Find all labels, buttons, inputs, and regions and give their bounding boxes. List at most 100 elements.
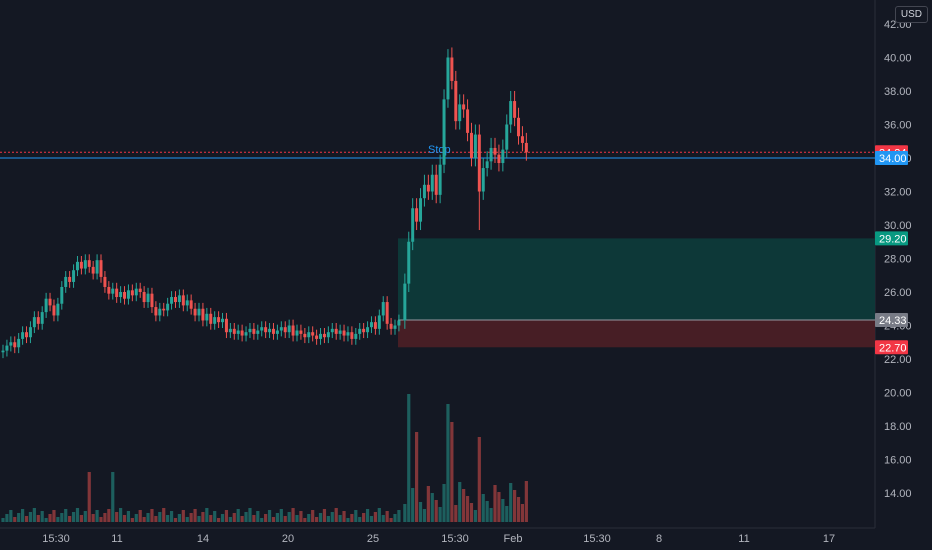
candle[interactable] [454, 80, 458, 122]
candle[interactable] [411, 208, 415, 242]
candle[interactable] [5, 345, 9, 351]
candle[interactable] [25, 332, 29, 338]
candle[interactable] [36, 317, 40, 324]
candle[interactable] [419, 198, 423, 222]
candle[interactable] [87, 260, 91, 267]
candle[interactable] [517, 117, 521, 137]
candle[interactable] [373, 322, 377, 329]
candle[interactable] [91, 266, 95, 274]
candle[interactable] [21, 332, 25, 339]
candle[interactable] [154, 307, 158, 316]
candle[interactable] [520, 136, 524, 143]
candle[interactable] [193, 308, 197, 316]
candle[interactable] [466, 109, 470, 133]
candle[interactable] [158, 308, 162, 316]
candle[interactable] [119, 292, 123, 298]
candle[interactable] [315, 335, 319, 339]
candle[interactable] [377, 315, 381, 329]
candle[interactable] [505, 124, 509, 150]
candle[interactable] [346, 332, 350, 336]
candle[interactable] [493, 147, 497, 155]
candle[interactable] [295, 330, 299, 336]
candle[interactable] [79, 261, 83, 269]
candle[interactable] [279, 327, 283, 331]
candle[interactable] [509, 101, 513, 125]
candle[interactable] [330, 328, 334, 333]
candle[interactable] [142, 292, 146, 303]
candle[interactable] [130, 290, 134, 296]
candle[interactable] [303, 333, 307, 338]
candle[interactable] [134, 288, 138, 296]
candle[interactable] [173, 297, 177, 303]
candle[interactable] [13, 342, 17, 348]
candle[interactable] [473, 134, 477, 158]
candle[interactable] [362, 328, 366, 333]
candle[interactable] [397, 320, 401, 326]
candle[interactable] [99, 260, 103, 277]
candle[interactable] [244, 332, 248, 336]
candle[interactable] [72, 270, 76, 282]
candle[interactable] [1, 350, 5, 353]
candle[interactable] [322, 333, 326, 338]
candle[interactable] [350, 332, 354, 339]
candle[interactable] [177, 295, 181, 303]
candle[interactable] [264, 327, 268, 333]
candle[interactable] [260, 327, 264, 331]
candle[interactable] [44, 298, 48, 313]
candle[interactable] [291, 325, 295, 336]
candle[interactable] [111, 288, 115, 294]
candle[interactable] [393, 325, 397, 329]
candle[interactable] [319, 333, 323, 339]
profit-zone[interactable] [398, 238, 875, 320]
candle[interactable] [28, 327, 32, 338]
candle[interactable] [181, 295, 185, 306]
candle[interactable] [422, 184, 426, 199]
candle[interactable] [275, 330, 279, 334]
candle[interactable] [95, 260, 99, 274]
candle[interactable] [524, 142, 528, 153]
candle[interactable] [107, 286, 111, 294]
candle[interactable] [162, 308, 166, 311]
candle[interactable] [205, 313, 209, 321]
candle[interactable] [442, 99, 446, 165]
candle[interactable] [75, 261, 79, 271]
candle[interactable] [236, 330, 240, 334]
candle[interactable] [170, 297, 174, 304]
candle[interactable] [369, 322, 373, 328]
candle[interactable] [501, 149, 505, 164]
candle[interactable] [334, 328, 338, 334]
candle[interactable] [469, 132, 473, 158]
candle[interactable] [83, 260, 87, 269]
candle[interactable] [358, 328, 362, 334]
candle[interactable] [52, 305, 56, 316]
candle[interactable] [115, 288, 119, 298]
candle[interactable] [426, 184, 430, 192]
candle[interactable] [338, 330, 342, 334]
candle[interactable] [458, 104, 462, 122]
candle[interactable] [103, 276, 107, 287]
candle[interactable] [287, 325, 291, 333]
candle[interactable] [197, 308, 201, 316]
candle[interactable] [342, 330, 346, 336]
candle[interactable] [256, 330, 260, 334]
candle[interactable] [40, 312, 44, 324]
candle[interactable] [438, 164, 442, 195]
candle[interactable] [138, 288, 142, 292]
candle[interactable] [489, 147, 493, 162]
candle[interactable] [213, 317, 217, 324]
candle[interactable] [209, 313, 213, 324]
candle[interactable] [311, 332, 315, 336]
candle[interactable] [481, 168, 485, 192]
candle[interactable] [268, 328, 272, 333]
candle[interactable] [381, 302, 385, 316]
candle[interactable] [415, 208, 419, 222]
candle[interactable] [224, 318, 228, 333]
loss-zone[interactable] [398, 319, 875, 348]
candle[interactable] [64, 276, 68, 287]
candle[interactable] [217, 317, 221, 323]
candle[interactable] [307, 332, 311, 338]
candle[interactable] [32, 317, 36, 328]
candle[interactable] [485, 161, 489, 169]
candle[interactable] [450, 57, 454, 81]
